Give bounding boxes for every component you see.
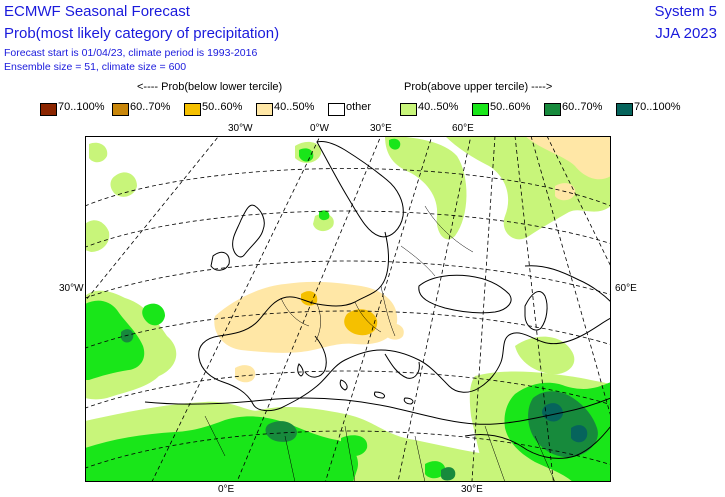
legend-label: 50..60%	[490, 101, 531, 113]
ensemble-size-info: Ensemble size = 51, climate size = 600	[4, 61, 187, 73]
legend-label: 40..50%	[274, 101, 315, 113]
legend-label: 70..100%	[58, 101, 105, 113]
legend-label: 60..70%	[130, 101, 171, 113]
below-40-50-areas	[214, 136, 611, 383]
legend-swatch	[472, 103, 489, 116]
legend-swatch	[256, 103, 273, 116]
legend-below-heading: <---- Prob(below lower tercile)	[137, 81, 283, 93]
legend-swatch	[328, 103, 345, 116]
legend-label: other	[346, 101, 372, 113]
legend-swatch	[616, 103, 633, 116]
legend-above-heading: Prob(above upper tercile) ---->	[404, 81, 553, 93]
legend-label: 40..50%	[418, 101, 459, 113]
above-70-100-areas	[542, 403, 588, 443]
left-label-30w: 30°W	[59, 283, 84, 294]
top-label-0w: 0°W	[310, 123, 329, 134]
below-50-60-areas	[301, 291, 378, 336]
legend-label: 50..60%	[202, 101, 243, 113]
top-label-30w: 30°W	[228, 123, 253, 134]
season-label: JJA 2023	[655, 25, 717, 42]
bottom-label-30e: 30°E	[461, 484, 483, 495]
legend-swatch	[112, 103, 129, 116]
forecast-map	[85, 136, 611, 482]
map-frame	[85, 136, 611, 482]
coastlines	[144, 141, 611, 459]
forecast-start-info: Forecast start is 01/04/23, climate peri…	[4, 47, 258, 59]
graticule	[85, 136, 611, 482]
legend-swatch	[544, 103, 561, 116]
map-title: ECMWF Seasonal Forecast	[4, 3, 190, 20]
legend-swatch	[40, 103, 57, 116]
right-label-60e: 60°E	[615, 283, 637, 294]
bottom-label-0e: 0°E	[218, 484, 235, 495]
map-subtitle: Prob(most likely category of precipitati…	[4, 25, 280, 42]
legend-swatch	[184, 103, 201, 116]
legend-label: 70..100%	[634, 101, 681, 113]
top-label-60e: 60°E	[452, 123, 474, 134]
system-label: System 5	[654, 3, 717, 20]
country-borders	[204, 205, 556, 482]
legend-label: 60..70%	[562, 101, 603, 113]
top-label-30e: 30°E	[370, 123, 392, 134]
legend-swatch	[400, 103, 417, 116]
